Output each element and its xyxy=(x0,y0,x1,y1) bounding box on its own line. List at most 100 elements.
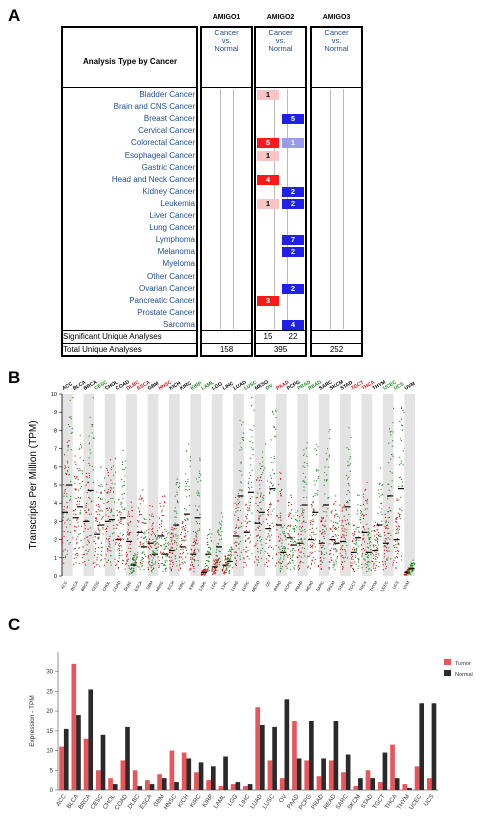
scatter-point xyxy=(294,527,296,530)
scatter-point xyxy=(333,565,335,567)
scatter-point xyxy=(164,546,167,548)
cancer-label: Other Cancer xyxy=(146,271,195,281)
scatter-point xyxy=(169,563,171,565)
scatter-point xyxy=(358,494,360,496)
scatter-point xyxy=(121,463,124,466)
scatter-point xyxy=(118,499,120,501)
scatter-point xyxy=(106,561,108,563)
scatter-point xyxy=(97,527,99,529)
scatter-point xyxy=(346,500,349,503)
scatter-point xyxy=(75,488,77,490)
scatter-point xyxy=(61,537,64,540)
scatter-point xyxy=(239,540,242,542)
scatter-point xyxy=(285,553,288,555)
scatter-point xyxy=(400,406,403,408)
summary-separator xyxy=(254,343,307,344)
cancer-label: Ovarian Cancer xyxy=(138,283,195,293)
scatter-point xyxy=(184,518,186,521)
scatter-point xyxy=(260,476,262,478)
scatter-point xyxy=(262,547,264,549)
scatter-point xyxy=(282,565,284,568)
grid-line xyxy=(220,89,221,329)
scatter-point xyxy=(306,462,308,465)
scatter-point xyxy=(260,514,262,516)
scatter-point xyxy=(122,508,124,510)
scatter-point xyxy=(112,474,115,476)
scatter-point xyxy=(219,539,221,541)
scatter-point xyxy=(257,547,259,550)
scatter-point xyxy=(299,526,301,528)
scatter-point xyxy=(176,542,178,544)
scatter-point xyxy=(83,523,85,525)
scatter-point xyxy=(334,547,336,550)
scatter-point xyxy=(387,537,389,539)
scatter-point xyxy=(324,466,326,468)
normal-bar xyxy=(333,721,339,790)
scatter-point xyxy=(76,552,78,554)
scatter-point xyxy=(225,557,227,559)
scatter-point xyxy=(191,554,193,556)
scatter-point xyxy=(336,513,338,515)
scatter-point xyxy=(79,532,81,535)
scatter-point xyxy=(177,502,179,504)
scatter-point xyxy=(89,416,91,418)
scatter-point xyxy=(76,555,79,557)
scatter-point xyxy=(251,429,253,432)
scatter-point xyxy=(154,544,156,546)
scatter-point xyxy=(299,520,301,522)
scatter-point xyxy=(240,525,242,528)
scatter-point xyxy=(174,522,176,524)
scatter-point xyxy=(182,522,184,524)
scatter-point xyxy=(348,491,350,493)
scatter-point xyxy=(152,567,155,569)
scatter-point xyxy=(121,502,123,504)
scatter-point xyxy=(169,567,171,569)
category-label: KIRC xyxy=(189,793,203,809)
scatter-point xyxy=(160,519,163,521)
scatter-point xyxy=(104,558,106,560)
amigo2-down-cell: 2 xyxy=(282,186,304,197)
scatter-point xyxy=(383,553,386,555)
scatter-point xyxy=(121,518,123,520)
category-label: LGG xyxy=(227,793,239,807)
scatter-point xyxy=(63,531,65,533)
cancer-label: Lymphoma xyxy=(155,235,195,245)
scatter-point xyxy=(62,542,64,544)
scatter-point xyxy=(120,522,122,525)
scatter-point xyxy=(240,481,242,483)
scatter-point xyxy=(93,554,96,556)
scatter-point xyxy=(282,527,284,529)
scatter-point xyxy=(294,524,297,527)
scatter-point xyxy=(291,517,293,519)
scatter-point xyxy=(119,552,121,554)
gene-frame xyxy=(200,26,253,357)
scatter-point xyxy=(289,512,291,514)
category-label: HNSC xyxy=(163,793,178,811)
scatter-point xyxy=(282,531,284,533)
scatter-point xyxy=(312,556,314,559)
scatter-point xyxy=(82,470,84,472)
scatter-point xyxy=(74,478,77,480)
scatter-point xyxy=(191,561,193,563)
scatter-point xyxy=(265,542,267,545)
scatter-point xyxy=(377,542,379,544)
scatter-point xyxy=(258,525,260,527)
scatter-point xyxy=(163,548,165,551)
scatter-point xyxy=(350,562,352,564)
scatter-point xyxy=(93,566,96,568)
scatter-point xyxy=(345,553,347,555)
scatter-point xyxy=(385,522,387,524)
tumor-bar xyxy=(145,780,150,790)
scatter-point xyxy=(159,537,161,539)
scatter-point xyxy=(90,513,92,515)
scatter-point xyxy=(196,530,199,532)
scatter-point xyxy=(353,570,355,573)
scatter-point xyxy=(320,521,322,523)
scatter-point xyxy=(375,554,377,556)
scatter-point xyxy=(314,495,316,497)
scatter-point xyxy=(322,531,324,533)
scatter-point xyxy=(96,557,98,559)
scatter-point xyxy=(67,440,69,442)
scatter-point xyxy=(91,425,93,427)
scatter-point xyxy=(255,497,257,499)
